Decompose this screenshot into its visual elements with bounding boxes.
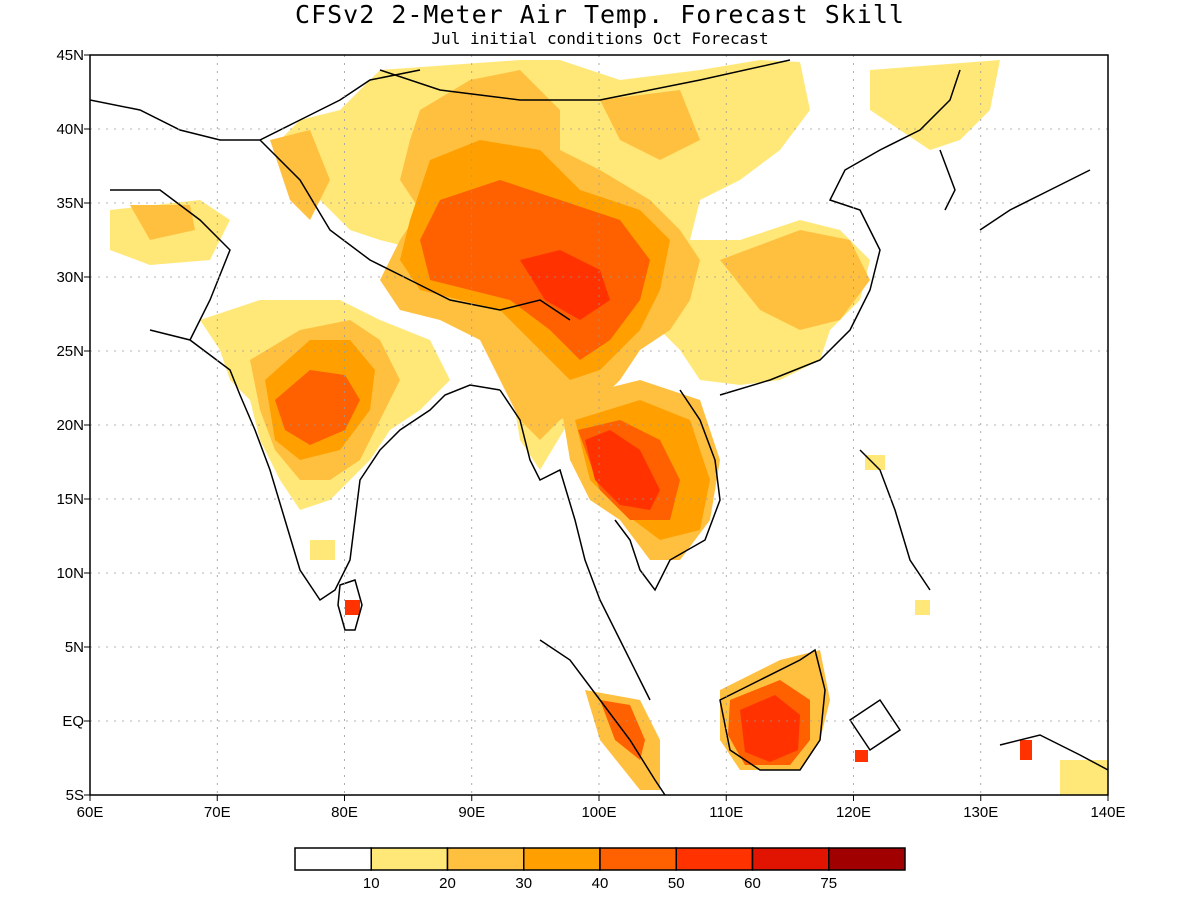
- lon-label: 140E: [1090, 804, 1125, 821]
- lon-label: 60E: [77, 804, 104, 821]
- map-title: CFSv2 2-Meter Air Temp. Forecast Skill: [295, 0, 905, 29]
- latitude-axis: 45N 40N 35N 30N 25N 20N 15N 10N 5N EQ 5S: [56, 47, 90, 804]
- field-sichuan-east: [720, 230, 870, 330]
- legend-swatch: [828, 847, 906, 871]
- legend-tick-label: 40: [592, 875, 609, 892]
- border-pakistan: [110, 189, 231, 341]
- legend-tick-label: 20: [439, 875, 456, 892]
- lat-label: 10N: [56, 565, 84, 582]
- legend-tick-label: 60: [744, 875, 761, 892]
- lon-label: 100E: [581, 804, 616, 821]
- legend-swatch: [599, 847, 677, 871]
- coast-srilanka: [337, 579, 363, 631]
- skill-fields: [110, 60, 1108, 795]
- coast-indochina: [614, 389, 721, 592]
- field-celebes-dot: [855, 750, 868, 762]
- lat-label: 20N: [56, 417, 84, 434]
- coast-philippines: [859, 449, 931, 591]
- lon-label: 90E: [458, 804, 485, 821]
- field-western-himalaya: [270, 130, 330, 220]
- lon-label: 80E: [331, 804, 358, 821]
- legend-tick-label: 75: [820, 875, 837, 892]
- field-tibet-core: [520, 250, 610, 320]
- graticule: [90, 55, 1108, 795]
- lon-label: 70E: [204, 804, 231, 821]
- field-pakistan-core: [130, 205, 195, 240]
- coast-sumatra: [539, 639, 666, 795]
- lon-label: 130E: [963, 804, 998, 821]
- field-india-red: [275, 370, 360, 445]
- legend-swatch: [446, 847, 525, 871]
- field-newguinea: [1060, 760, 1108, 795]
- coast-burma-malaysia: [499, 389, 651, 701]
- lat-label: 5S: [66, 787, 84, 804]
- legend-tick-label: 50: [668, 875, 685, 892]
- lat-label: 40N: [56, 121, 84, 138]
- border-newguinea: [999, 734, 1108, 771]
- color-legend: 10 20 30 40 50 60 75: [294, 847, 906, 892]
- legend-tick-label: 10: [363, 875, 380, 892]
- lat-label: 30N: [56, 269, 84, 286]
- lon-label: 110E: [709, 804, 743, 821]
- coast-korea-japan: [939, 149, 1091, 231]
- lon-label: 120E: [836, 804, 871, 821]
- legend-tick-label: 30: [515, 875, 532, 892]
- coast-sulawesi: [848, 698, 902, 752]
- field-sulawesi: [915, 600, 930, 615]
- coast-india: [149, 329, 501, 602]
- field-philippines: [865, 455, 885, 470]
- border-himalaya: [259, 139, 571, 321]
- legend-swatch: [751, 847, 830, 871]
- lat-label: 15N: [56, 491, 84, 508]
- legend-swatch: [294, 847, 372, 871]
- coast-china: [719, 69, 961, 396]
- lat-label: 45N: [56, 47, 84, 64]
- legend-swatch: [523, 847, 601, 871]
- lat-label: 25N: [56, 343, 84, 360]
- lat-label: EQ: [62, 713, 84, 730]
- field-northeast: [870, 60, 1000, 150]
- coastlines: [90, 59, 1108, 795]
- legend-swatch: [675, 847, 754, 871]
- border-central-asia: [90, 69, 421, 141]
- map-subtitle: Jul initial conditions Oct Forecast: [431, 29, 769, 48]
- field-mongolia-west: [600, 90, 700, 160]
- field-ng-dot: [1020, 740, 1032, 760]
- longitude-axis: 60E 70E 80E 90E 100E 110E 120E 130E 140E: [77, 795, 1126, 821]
- border-mongolia: [379, 59, 791, 101]
- field-srilanka-dot: [345, 600, 360, 615]
- lat-label: 35N: [56, 195, 84, 212]
- field-india-south: [310, 540, 335, 560]
- field-borneo-core: [740, 695, 800, 762]
- lat-label: 5N: [65, 639, 84, 656]
- coast-borneo: [719, 648, 826, 771]
- field-indochina-core: [585, 430, 660, 510]
- legend-swatch: [370, 847, 449, 871]
